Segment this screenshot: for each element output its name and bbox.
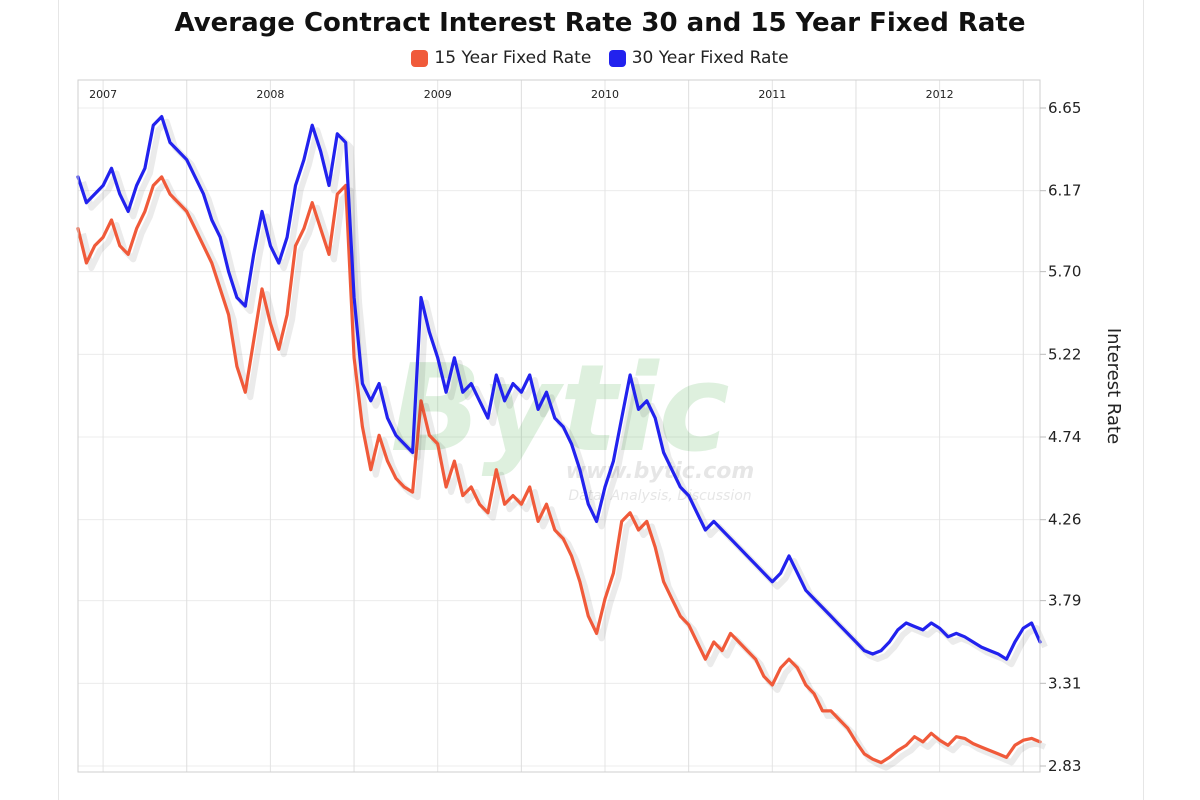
legend-item-30yr[interactable]: 30 Year Fixed Rate — [608, 48, 789, 68]
y-tick-label: 5.70 — [1048, 263, 1081, 281]
watermark: Bytic www.bytic.com Data, Analysis, Disc… — [390, 340, 754, 504]
series-line-15yr[interactable] — [76, 175, 1042, 765]
y-tick-label: 2.83 — [1048, 757, 1081, 775]
chart-title: Average Contract Interest Rate 30 and 15… — [174, 8, 1026, 38]
y-axis-label: Interest Rate — [1103, 328, 1124, 444]
y-tick-label: 3.79 — [1048, 592, 1081, 610]
grid-lines — [78, 80, 1040, 772]
chart-legend: 15 Year Fixed Rate 30 Year Fixed Rate — [0, 48, 1200, 72]
y-axis-ticks: 6.65 6.17 5.70 5.22 4.74 4.26 3.79 3.31 2.83 — [1040, 99, 1081, 775]
watermark-tagline: Data, Analysis, Discussion — [568, 488, 751, 504]
x-year-label: 2011 — [758, 88, 786, 101]
legend-swatch-15yr — [411, 49, 429, 67]
x-year-label: 2007 — [89, 88, 117, 101]
x-year-label: 2010 — [591, 88, 619, 101]
x-year-label: 2012 — [926, 88, 954, 101]
y-tick-label: 4.26 — [1048, 511, 1081, 529]
x-axis-year-labels: 2007 2008 2009 2010 2011 2012 — [89, 88, 954, 101]
y-tick-label: 5.22 — [1048, 345, 1081, 363]
y-tick-label: 6.17 — [1048, 182, 1081, 200]
series-line-30yr[interactable] — [76, 114, 1042, 661]
y-tick-label: 3.31 — [1048, 674, 1081, 692]
legend-label-30yr: 30 Year Fixed Rate — [631, 48, 789, 68]
watermark-url: www.bytic.com — [566, 459, 755, 484]
watermark-logo: Bytic — [390, 340, 729, 479]
legend-swatch-30yr — [608, 49, 626, 67]
series-lines — [76, 114, 1048, 771]
x-year-label: 2008 — [256, 88, 284, 101]
x-year-label: 2009 — [424, 88, 452, 101]
legend-item-15yr[interactable]: 15 Year Fixed Rate — [411, 48, 591, 68]
legend-label-15yr: 15 Year Fixed Rate — [434, 48, 592, 68]
plot-border — [77, 79, 1041, 773]
chart-frame — [58, 0, 1144, 800]
y-tick-label: 6.65 — [1048, 99, 1081, 117]
y-tick-label: 4.74 — [1048, 428, 1081, 446]
